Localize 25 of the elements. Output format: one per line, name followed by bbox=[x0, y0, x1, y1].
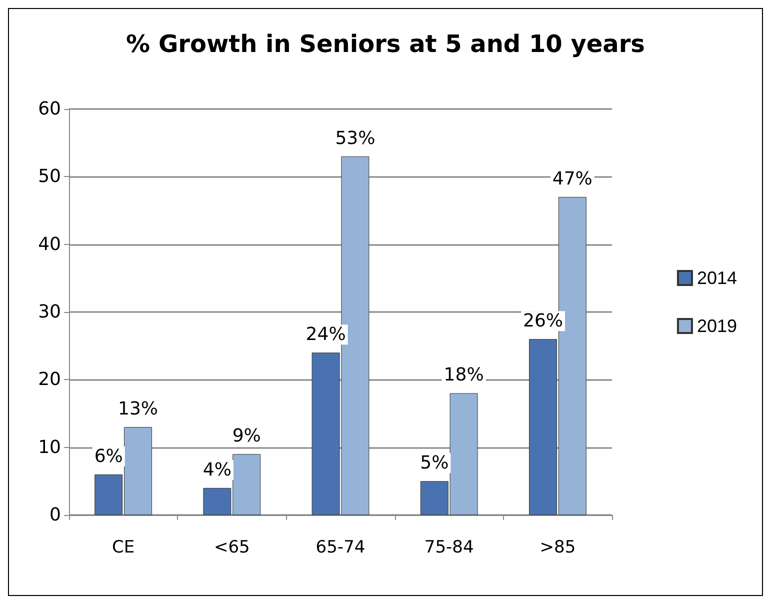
data-label: 9% bbox=[232, 426, 261, 447]
data-label: 18% bbox=[444, 364, 484, 386]
data-label: 53% bbox=[335, 128, 376, 149]
y-tick-label: 0 bbox=[50, 504, 61, 526]
x-tick-label: CE bbox=[112, 538, 135, 558]
x-tick-label: 75-84 bbox=[424, 538, 474, 558]
y-tick-label: 60 bbox=[38, 98, 61, 120]
data-label: 47% bbox=[552, 168, 592, 190]
legend-label: 2019 bbox=[696, 316, 738, 336]
y-tick-label: 40 bbox=[38, 234, 61, 255]
y-tick-label: 20 bbox=[38, 369, 61, 390]
data-label: 26% bbox=[522, 310, 564, 332]
data-label: 4% bbox=[202, 459, 232, 480]
x-tick-label: >85 bbox=[540, 538, 576, 558]
y-tick-label: 50 bbox=[38, 166, 61, 188]
chart-title: % Growth in Seniors at 5 and 10 years bbox=[126, 30, 645, 58]
x-tick-label: 65-74 bbox=[316, 538, 366, 558]
data-label: 5% bbox=[420, 452, 449, 474]
data-label: 6% bbox=[94, 446, 123, 467]
y-tick-label: 30 bbox=[38, 302, 61, 322]
y-tick-label: 10 bbox=[38, 436, 61, 458]
data-label: 13% bbox=[118, 398, 158, 420]
legend-label: 2014 bbox=[696, 268, 738, 288]
data-label: 24% bbox=[306, 324, 346, 346]
x-tick-label: <65 bbox=[214, 538, 250, 558]
